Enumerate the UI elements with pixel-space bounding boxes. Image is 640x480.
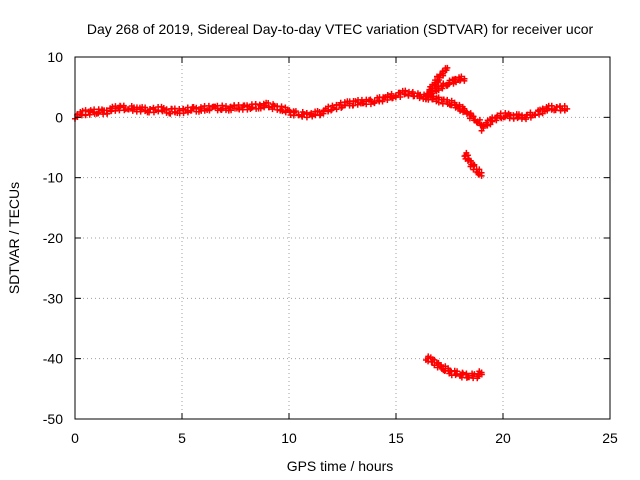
data-point bbox=[478, 172, 485, 179]
data-point bbox=[227, 104, 234, 111]
x-axis-title: GPS time / hours bbox=[287, 458, 394, 474]
x-tick-label: 20 bbox=[495, 430, 511, 446]
data-point bbox=[458, 374, 465, 381]
data-point bbox=[444, 64, 451, 71]
data-point bbox=[301, 111, 308, 118]
data-point bbox=[256, 101, 263, 108]
y-tick-label: -30 bbox=[43, 290, 63, 306]
data-point bbox=[464, 152, 471, 159]
data-point bbox=[167, 110, 174, 117]
data-point bbox=[206, 107, 213, 114]
y-tick-label: -40 bbox=[43, 351, 63, 367]
data-point bbox=[120, 102, 127, 109]
data-point bbox=[478, 369, 485, 376]
data-point bbox=[228, 107, 235, 114]
data-point bbox=[454, 368, 461, 375]
series-short-segment bbox=[461, 149, 485, 179]
data-point bbox=[431, 356, 438, 363]
data-point bbox=[249, 104, 256, 111]
data-point bbox=[125, 106, 132, 113]
data-point bbox=[471, 163, 478, 170]
data-point bbox=[430, 93, 437, 100]
data-point bbox=[515, 111, 522, 118]
data-point bbox=[317, 111, 324, 118]
y-tick-label: 10 bbox=[47, 49, 63, 65]
data-point bbox=[461, 75, 468, 82]
x-tick-label: 15 bbox=[388, 430, 404, 446]
data-point bbox=[434, 364, 441, 371]
data-point bbox=[527, 109, 534, 116]
data-point bbox=[439, 70, 446, 77]
data-point bbox=[86, 111, 93, 118]
series-low-segment bbox=[422, 353, 485, 382]
data-point bbox=[409, 89, 416, 96]
y-axis-title: SDTVAR / TECUs bbox=[6, 182, 22, 294]
data-point bbox=[523, 116, 530, 123]
data-point bbox=[312, 111, 319, 118]
y-tick-label: 0 bbox=[55, 109, 63, 125]
series-late-band bbox=[478, 102, 571, 134]
data-point bbox=[265, 99, 272, 106]
data-point bbox=[371, 99, 378, 106]
data-point bbox=[452, 372, 459, 379]
x-tick-label: 10 bbox=[281, 430, 297, 446]
data-point bbox=[544, 107, 551, 114]
data-point bbox=[117, 103, 124, 110]
data-point bbox=[489, 118, 496, 125]
data-point bbox=[564, 105, 571, 112]
data-point bbox=[402, 87, 409, 94]
y-tick-label: -20 bbox=[43, 230, 63, 246]
data-point bbox=[493, 117, 500, 124]
data-point bbox=[458, 73, 465, 80]
y-tick-label: -50 bbox=[43, 411, 63, 427]
data-point bbox=[466, 374, 473, 381]
data-point bbox=[470, 113, 477, 120]
data-point bbox=[163, 106, 170, 113]
x-tick-label: 5 bbox=[178, 430, 186, 446]
data-point bbox=[501, 114, 508, 121]
data-point bbox=[444, 96, 451, 103]
data-point bbox=[484, 122, 491, 129]
axes: 0 5 10 15 20 25 10 0 -10 -20 -30 -40 -50 bbox=[43, 49, 618, 446]
data-point bbox=[257, 105, 264, 112]
x-tick-label: 0 bbox=[71, 430, 79, 446]
data-point bbox=[292, 108, 299, 115]
series-descending-branch bbox=[422, 92, 485, 129]
data-point bbox=[286, 107, 293, 114]
data-point bbox=[266, 104, 273, 111]
data-point bbox=[480, 125, 487, 132]
data-point bbox=[548, 102, 555, 109]
data-point bbox=[439, 85, 446, 92]
data-point bbox=[79, 107, 86, 114]
x-tick-label: 25 bbox=[602, 430, 618, 446]
data-layer bbox=[72, 64, 571, 382]
data-point bbox=[188, 107, 195, 114]
data-point bbox=[320, 110, 327, 117]
data-point bbox=[269, 106, 276, 113]
y-tick-label: -10 bbox=[43, 170, 63, 186]
data-point bbox=[401, 91, 408, 98]
data-point bbox=[466, 115, 473, 122]
data-point bbox=[388, 90, 395, 97]
data-point bbox=[475, 373, 482, 380]
data-point bbox=[463, 370, 470, 377]
data-point bbox=[467, 157, 474, 164]
data-point bbox=[453, 79, 460, 86]
data-point bbox=[446, 79, 453, 86]
data-point bbox=[104, 110, 111, 117]
series-main-band bbox=[72, 87, 429, 122]
data-point bbox=[435, 87, 442, 94]
data-point bbox=[142, 104, 149, 111]
data-point bbox=[438, 362, 445, 369]
chart-title: Day 268 of 2019, Sidereal Day-to-day VTE… bbox=[87, 21, 594, 37]
data-point bbox=[338, 104, 345, 111]
data-point bbox=[325, 103, 332, 110]
